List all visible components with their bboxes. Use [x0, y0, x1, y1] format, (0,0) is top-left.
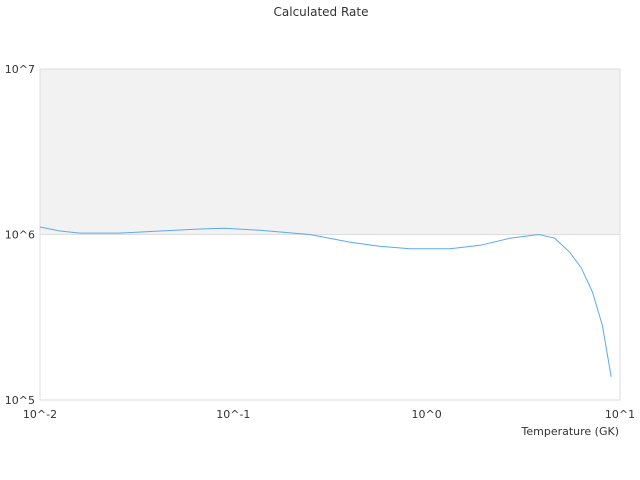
shaded-band: [40, 69, 620, 235]
series-line: [39, 226, 612, 377]
y-tick-label: 10^5: [5, 394, 35, 407]
x-tick-label: 10^0: [412, 408, 442, 421]
x-tick-label: 10^-1: [216, 408, 250, 421]
x-axis-label: Temperature (GK): [521, 425, 620, 438]
x-tick-label: 10^1: [605, 408, 635, 421]
x-tick-label: 10^-2: [23, 408, 57, 421]
chart-title: Calculated Rate: [274, 5, 369, 19]
y-tick-label: 10^6: [5, 229, 35, 242]
y-tick-label: 10^7: [5, 63, 35, 76]
